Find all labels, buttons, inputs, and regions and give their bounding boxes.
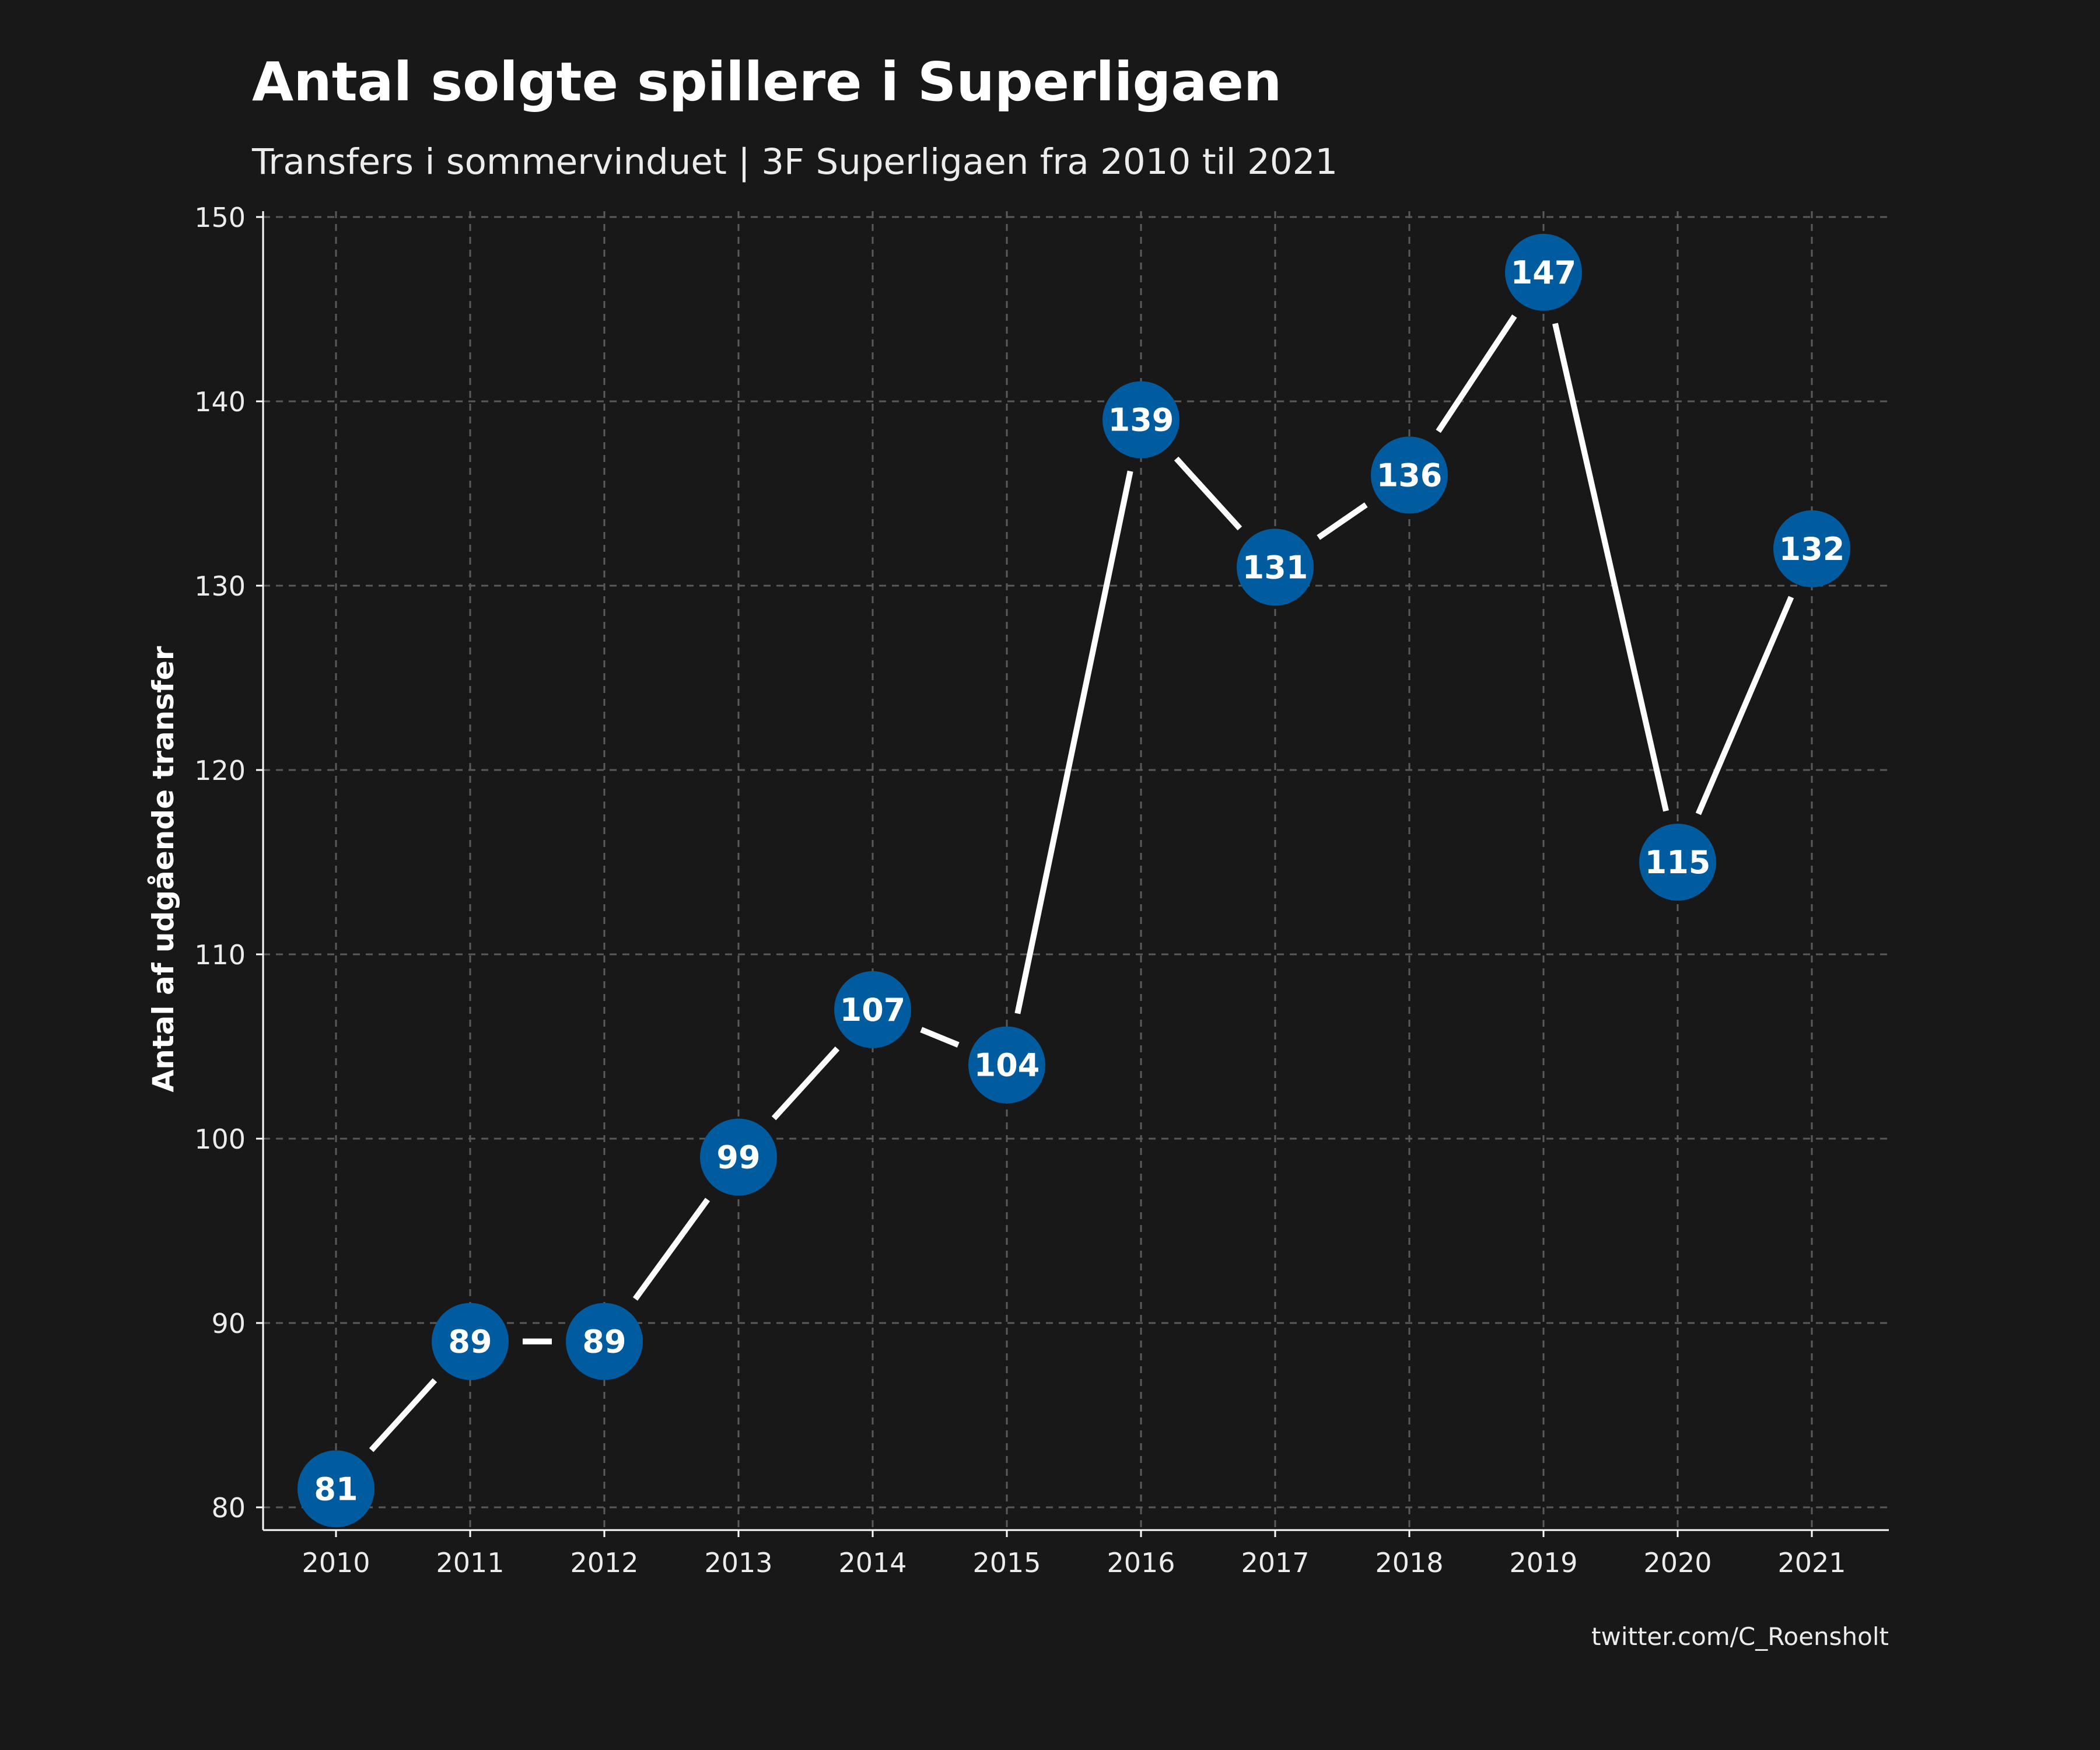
data-point-marker	[834, 971, 911, 1048]
series-segment	[1695, 596, 1794, 816]
y-axis-ticks: 80 90 100 110 120 130 140 150	[194, 202, 263, 1524]
x-tick-label: 2018	[1375, 1547, 1443, 1578]
data-label: 132	[1779, 531, 1845, 568]
x-tick-label: 2010	[302, 1547, 370, 1578]
y-axis-label: Antal af udgående transfer	[146, 646, 180, 1092]
x-tick-label: 2017	[1241, 1547, 1309, 1578]
series-segment	[369, 1378, 438, 1452]
x-tick-label: 2020	[1643, 1547, 1712, 1578]
x-tick-label: 2012	[570, 1547, 638, 1578]
data-point-marker	[1371, 436, 1448, 514]
chart-title: Antal solgte spillere i Superligaen	[252, 51, 1282, 113]
data-point-marker	[566, 1303, 643, 1380]
y-tick-label: 100	[194, 1124, 246, 1155]
data-point-marker	[1639, 824, 1716, 901]
x-tick-label: 2013	[704, 1547, 772, 1578]
series-segment	[1317, 502, 1368, 540]
x-tick-label: 2016	[1107, 1547, 1175, 1578]
chart-caption: twitter.com/C_Roensholt	[1591, 1622, 1889, 1651]
series-segment	[1436, 314, 1517, 433]
data-point-marker	[1237, 528, 1314, 606]
data-label: 139	[1108, 402, 1174, 439]
data-label: 89	[448, 1324, 492, 1360]
y-tick-label: 120	[194, 755, 246, 786]
data-point-marker	[298, 1450, 374, 1528]
x-tick-label: 2015	[972, 1547, 1041, 1578]
x-tick-label: 2019	[1509, 1547, 1577, 1578]
data-point-marker	[1102, 381, 1180, 459]
y-tick-label: 80	[211, 1492, 246, 1524]
data-point-marker	[968, 1026, 1045, 1104]
x-tick-label: 2021	[1777, 1547, 1846, 1578]
y-tick-label: 150	[194, 202, 246, 233]
series-segment	[632, 1198, 710, 1301]
data-points: 81 89 89 99 107 104 139 131 136 147 115 132	[298, 233, 1850, 1528]
data-label: 136	[1377, 457, 1443, 494]
axes	[262, 211, 1889, 1531]
series-segment	[920, 1027, 960, 1048]
y-tick-label: 130	[194, 570, 246, 602]
data-point-marker	[700, 1118, 777, 1196]
data-point-marker	[1773, 510, 1850, 587]
series-segment	[1552, 323, 1669, 812]
chart-subtitle: Transfers i sommervinduet | 3F Superliga…	[251, 141, 1338, 183]
data-label: 89	[582, 1324, 626, 1360]
y-tick-label: 110	[194, 939, 246, 971]
series-segment	[771, 1046, 840, 1121]
series-segment	[1174, 456, 1242, 531]
data-label: 99	[716, 1139, 760, 1176]
data-label: 131	[1242, 549, 1308, 586]
data-label: 107	[840, 992, 906, 1028]
data-label: 104	[974, 1047, 1040, 1084]
data-point-marker	[432, 1303, 509, 1380]
x-tick-label: 2014	[838, 1547, 907, 1578]
data-label: 147	[1511, 254, 1577, 291]
series-segment	[1014, 470, 1133, 1014]
series-line	[369, 314, 1794, 1452]
data-label: 81	[314, 1471, 358, 1507]
data-point-marker	[1505, 233, 1582, 311]
x-tick-label: 2011	[436, 1547, 504, 1578]
data-label: 115	[1645, 844, 1711, 881]
y-tick-label: 140	[194, 386, 246, 418]
y-tick-label: 90	[211, 1308, 246, 1339]
x-axis-ticks: 2010 2011 2012 2013 2014 2015 2016 2017 2018 2019…	[302, 1530, 1846, 1578]
